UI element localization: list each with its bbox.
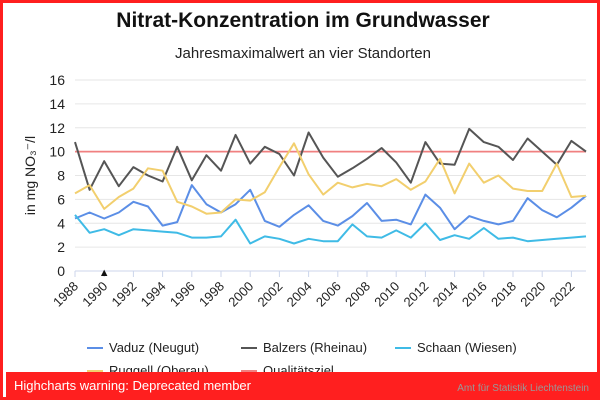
x-tick-label: 2018 <box>488 279 519 310</box>
y-axis-title: in mg NO₃⁻/l <box>22 136 38 215</box>
x-tick-label: 1998 <box>196 279 227 310</box>
x-tick-label: 2012 <box>400 279 431 310</box>
credits-link[interactable]: Amt für Statistik Liechtenstein <box>457 383 589 394</box>
grid-lines <box>75 79 586 272</box>
x-tick-label: 2016 <box>459 279 490 310</box>
x-tick-label: 1988 <box>50 279 81 310</box>
y-tick-label: 6 <box>57 191 65 207</box>
y-tick-label: 2 <box>57 239 65 255</box>
series-line-3 <box>74 142 587 215</box>
x-tick-label: 2006 <box>313 279 344 310</box>
x-tick-label: 1994 <box>138 279 169 310</box>
series-line-0 <box>74 184 587 231</box>
legend-label: Balzers (Rheinau) <box>263 340 367 355</box>
x-tick-label: 2002 <box>254 279 285 310</box>
x-tick-label: 2010 <box>371 279 402 310</box>
y-tick-label: 10 <box>49 144 65 160</box>
y-tick-label: 16 <box>49 72 65 88</box>
x-tick-label: 2014 <box>430 279 461 310</box>
series-lines <box>74 127 587 245</box>
legend-label: Vaduz (Neugut) <box>109 340 199 355</box>
x-tick-label: 1996 <box>167 279 198 310</box>
x-tick-label: 2000 <box>225 279 256 310</box>
x-tick-label: 1992 <box>108 279 139 310</box>
y-tick-label: 4 <box>57 215 65 231</box>
chart-subtitle: Jahresmaximalwert an vier Standorten <box>175 45 431 62</box>
series-line-1 <box>74 127 587 191</box>
y-tick-label: 12 <box>49 120 65 136</box>
y-tick-label: 14 <box>49 96 65 112</box>
x-tick-label: 2004 <box>284 279 315 310</box>
legend-label: Schaan (Wiesen) <box>417 340 517 355</box>
warning-bar[interactable]: Highcharts warning: Deprecated member <box>6 372 597 397</box>
y-tick-label: 0 <box>57 263 65 279</box>
x-tick-label: 2020 <box>517 279 548 310</box>
x-tick-label: 2022 <box>546 279 577 310</box>
annotation-marker: ▲ <box>99 267 110 279</box>
chart-title: Nitrat-Konzentration im Grundwasser <box>116 9 490 32</box>
x-tick-label: 1990 <box>79 279 110 310</box>
y-tick-label: 8 <box>57 168 65 184</box>
series-line-2 <box>74 214 587 245</box>
x-tick-label: 2008 <box>342 279 373 310</box>
